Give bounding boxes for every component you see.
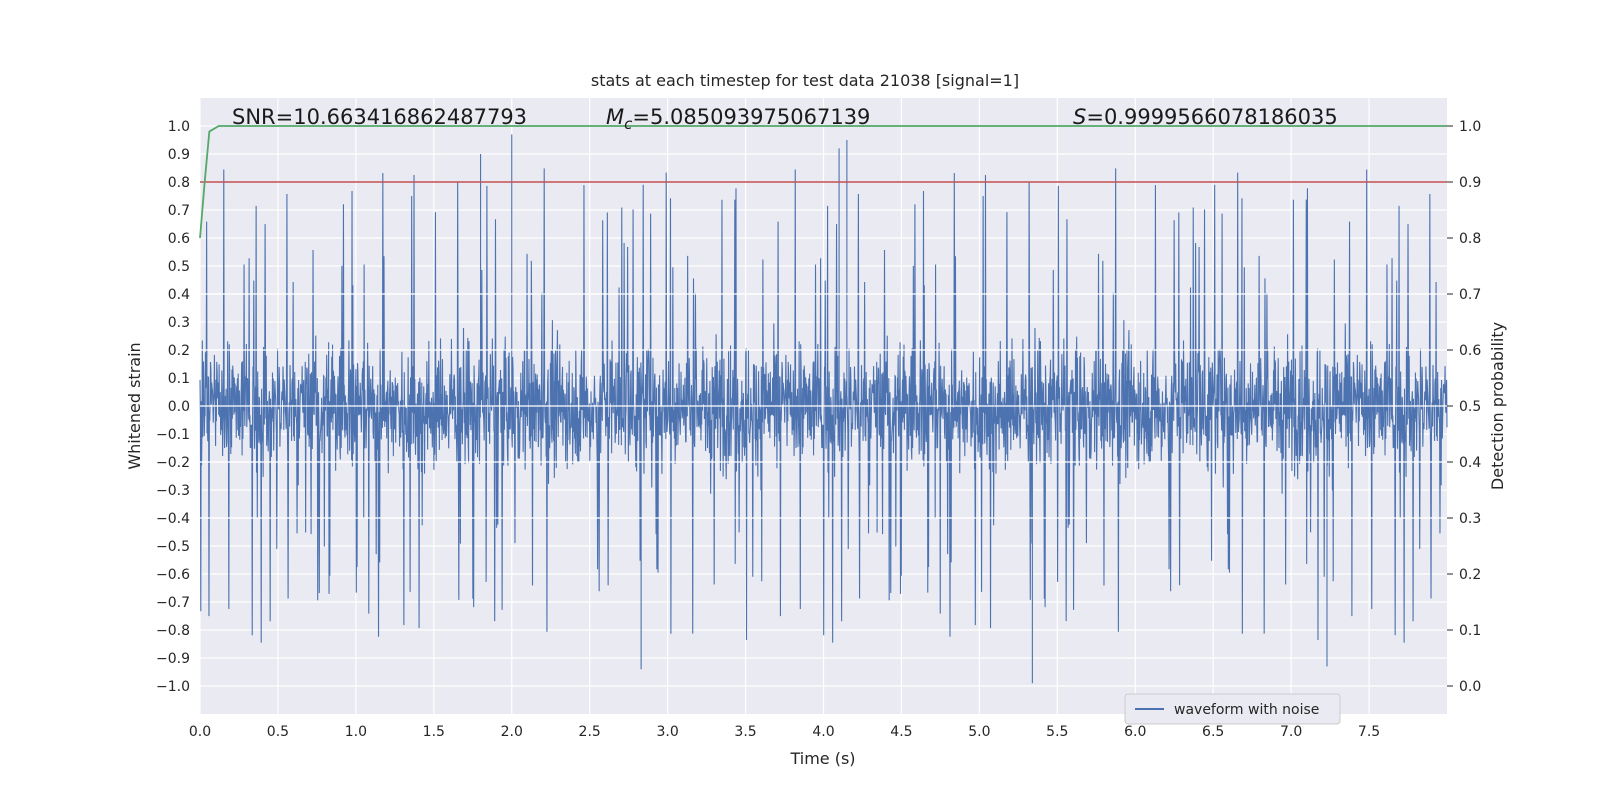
- chart-title: stats at each timestep for test data 210…: [591, 71, 1019, 90]
- y-right-tick-label: 0.3: [1459, 511, 1481, 527]
- overlay-series: [199, 125, 1447, 519]
- y-tick-label: −0.8: [156, 623, 190, 639]
- y-right-tick-label: 0.6: [1459, 343, 1481, 359]
- y-tick-label: 0.6: [168, 231, 190, 247]
- x-tick-label: 1.0: [345, 724, 367, 740]
- legend-box: [1124, 693, 1341, 725]
- y-tick-label: 1.0: [168, 119, 190, 135]
- x-tick-label: 0.5: [267, 724, 289, 740]
- y-right-tick-label: 0.2: [1459, 567, 1481, 583]
- y-tick-label: 0.8: [168, 175, 190, 191]
- y-tick-label: −1.0: [156, 679, 190, 695]
- x-tick-label: 6.0: [1124, 724, 1146, 740]
- x-tick-label: 6.5: [1202, 724, 1224, 740]
- statistic-annotation: S=0.9999566078186035: [1073, 105, 1338, 129]
- x-tick-label: 7.0: [1280, 724, 1302, 740]
- x-tick-label: 0.0: [189, 724, 211, 740]
- y-axis-label: Whitened strain: [125, 342, 144, 469]
- y-right-tick-label: 0.1: [1459, 623, 1481, 639]
- y-tick-label: −0.4: [156, 511, 190, 527]
- y-tick-label: −0.2: [156, 455, 190, 471]
- y-right-tick-label: 0.8: [1459, 231, 1481, 247]
- x-tick-label: 4.0: [812, 724, 834, 740]
- chirp-mass-annotation: Mc=5.085093975067139: [606, 105, 870, 133]
- y-tick-label: 0.0: [168, 399, 190, 415]
- x-tick-label: 2.5: [579, 724, 601, 740]
- y-right-tick-label: 0.4: [1459, 455, 1481, 471]
- legend-label: waveform with noise: [1174, 702, 1319, 718]
- chirp-mass-value: =5.085093975067139: [632, 105, 870, 129]
- y-right-tick-label: 1.0: [1459, 119, 1481, 135]
- x-tick-label: 5.0: [968, 724, 990, 740]
- x-tick-label: 7.5: [1358, 724, 1380, 740]
- legend: waveform with noise: [1124, 693, 1341, 725]
- y-tick-label: −0.6: [156, 567, 190, 583]
- y-tick-label: 0.1: [168, 371, 190, 387]
- statistic-value: =0.9999566078186035: [1086, 105, 1337, 129]
- y-axis-right-label: Detection probability: [1488, 322, 1507, 490]
- x-tick-label: 5.5: [1046, 724, 1068, 740]
- statistic-symbol: S: [1073, 105, 1086, 129]
- waveform-series: [199, 134, 1448, 684]
- y-right-tick-label: 0.7: [1459, 287, 1481, 303]
- y-tick-label: 0.9: [168, 147, 190, 163]
- detection-probability-line: [199, 125, 1447, 239]
- x-tick-label: 4.5: [890, 724, 912, 740]
- x-axis-label: Time (s): [789, 749, 855, 768]
- y-tick-label: −0.3: [156, 483, 190, 499]
- snr-annotation: SNR=10.663416862487793: [232, 105, 527, 129]
- y-tick-label: −0.5: [156, 539, 190, 555]
- y-tick-label: 0.3: [168, 315, 190, 331]
- x-tick-label: 1.5: [423, 724, 445, 740]
- y-right-tick-label: 0.5: [1459, 399, 1481, 415]
- y-right-tick-label: 0.9: [1459, 175, 1481, 191]
- chirp-mass-subscript: c: [624, 115, 633, 133]
- chirp-mass-symbol: M: [606, 105, 624, 129]
- y-tick-label: 0.7: [168, 203, 190, 219]
- tick-layer: 0.0 0.5 1.0 1.5 2.0 2.5 3.0 3.5 4.0 4.5 5.0 5.5 6.0 6…: [156, 119, 1481, 740]
- x-tick-label: 3.5: [734, 724, 756, 740]
- x-tick-label: 3.0: [656, 724, 678, 740]
- y-tick-label: −0.7: [156, 595, 190, 611]
- x-tick-label: 2.0: [501, 724, 523, 740]
- waveform-line: [199, 134, 1448, 684]
- y-tick-label: 0.4: [168, 287, 190, 303]
- y-right-tick-label: 0.0: [1459, 679, 1481, 695]
- y-tick-label: 0.2: [168, 343, 190, 359]
- y-tick-label: −0.9: [156, 651, 190, 667]
- y-tick-label: −0.1: [156, 427, 190, 443]
- y-tick-label: 0.5: [168, 259, 190, 275]
